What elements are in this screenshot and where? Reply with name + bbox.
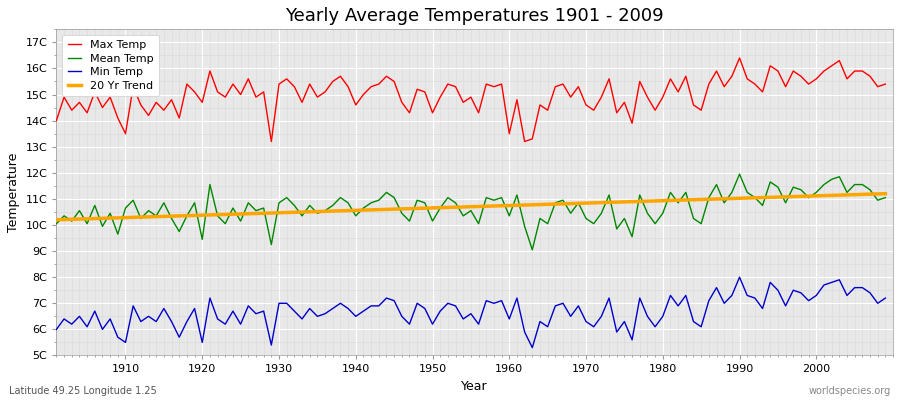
Max Temp [880,82,891,86]
Max Temp [734,56,745,60]
Max Temp [504,131,515,136]
Min Temp [604,296,615,300]
Text: Latitude 49.25 Longitude 1.25: Latitude 49.25 Longitude 1.25 [9,386,157,396]
Min Temp [282,301,292,306]
Min Temp [51,327,62,332]
Line: Min Temp: Min Temp [57,277,886,348]
Title: Yearly Average Temperatures 1901 - 2009: Yearly Average Temperatures 1901 - 2009 [285,7,664,25]
Min Temp [880,296,891,300]
Y-axis label: Temperature: Temperature [7,153,20,232]
Max Temp [289,84,300,89]
Max Temp [51,118,62,123]
Max Temp [511,97,522,102]
Mean Temp [51,221,62,226]
Max Temp [112,116,123,120]
Min Temp [734,275,745,280]
Line: Mean Temp: Mean Temp [57,174,886,250]
Min Temp [328,306,338,311]
Min Temp [112,335,123,340]
Text: worldspecies.org: worldspecies.org [809,386,891,396]
Min Temp [504,316,515,321]
Max Temp [266,139,276,144]
Mean Temp [496,195,507,200]
Mean Temp [604,192,615,197]
Mean Temp [734,172,745,176]
Mean Temp [504,214,515,218]
Max Temp [335,74,346,79]
Mean Temp [282,195,292,200]
Mean Temp [112,232,123,236]
Min Temp [496,298,507,303]
Max Temp [604,76,615,81]
Legend: Max Temp, Mean Temp, Min Temp, 20 Yr Trend: Max Temp, Mean Temp, Min Temp, 20 Yr Tre… [62,35,159,96]
Mean Temp [328,203,338,208]
Min Temp [526,345,537,350]
X-axis label: Year: Year [462,380,488,393]
Line: Max Temp: Max Temp [57,58,886,142]
Mean Temp [526,247,537,252]
Mean Temp [880,195,891,200]
